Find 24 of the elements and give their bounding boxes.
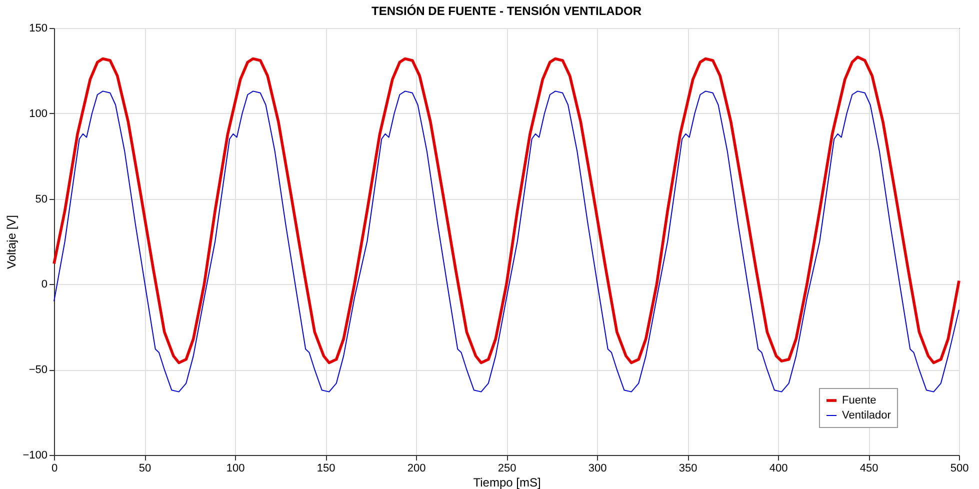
y-tick-label: −100 [22,450,48,462]
y-axis-title: Voltaje [V] [4,214,19,270]
x-tick-label: 50 [138,462,152,474]
x-tick-label: 200 [407,462,426,474]
x-tick-label: 150 [316,462,336,474]
x-tick-label: 500 [950,462,969,474]
legend-label: Fuente [842,394,876,406]
x-tick-label: 300 [588,462,607,474]
line-series [52,56,960,364]
line-series [54,90,960,392]
x-axis-title: Tiempo [mS] [473,476,541,489]
legend-label: Ventilador [842,410,892,422]
y-tick-label: 50 [35,193,48,206]
y-tick-label: 0 [41,278,48,291]
x-tick-label: 400 [769,462,788,474]
x-tick-label: 450 [860,462,878,474]
y-tick-label: −50 [28,364,48,376]
y-tick-label: 150 [29,22,48,34]
x-tick-label: 350 [678,462,698,474]
x-tick-label: 0 [51,462,58,474]
y-tick-label: 100 [29,108,48,120]
x-tick-label: 100 [226,462,245,474]
chart-title: TENSIÓN DE FUENTE - TENSIÓN VENTILADOR [371,4,642,18]
x-tick-label: 250 [498,462,516,474]
